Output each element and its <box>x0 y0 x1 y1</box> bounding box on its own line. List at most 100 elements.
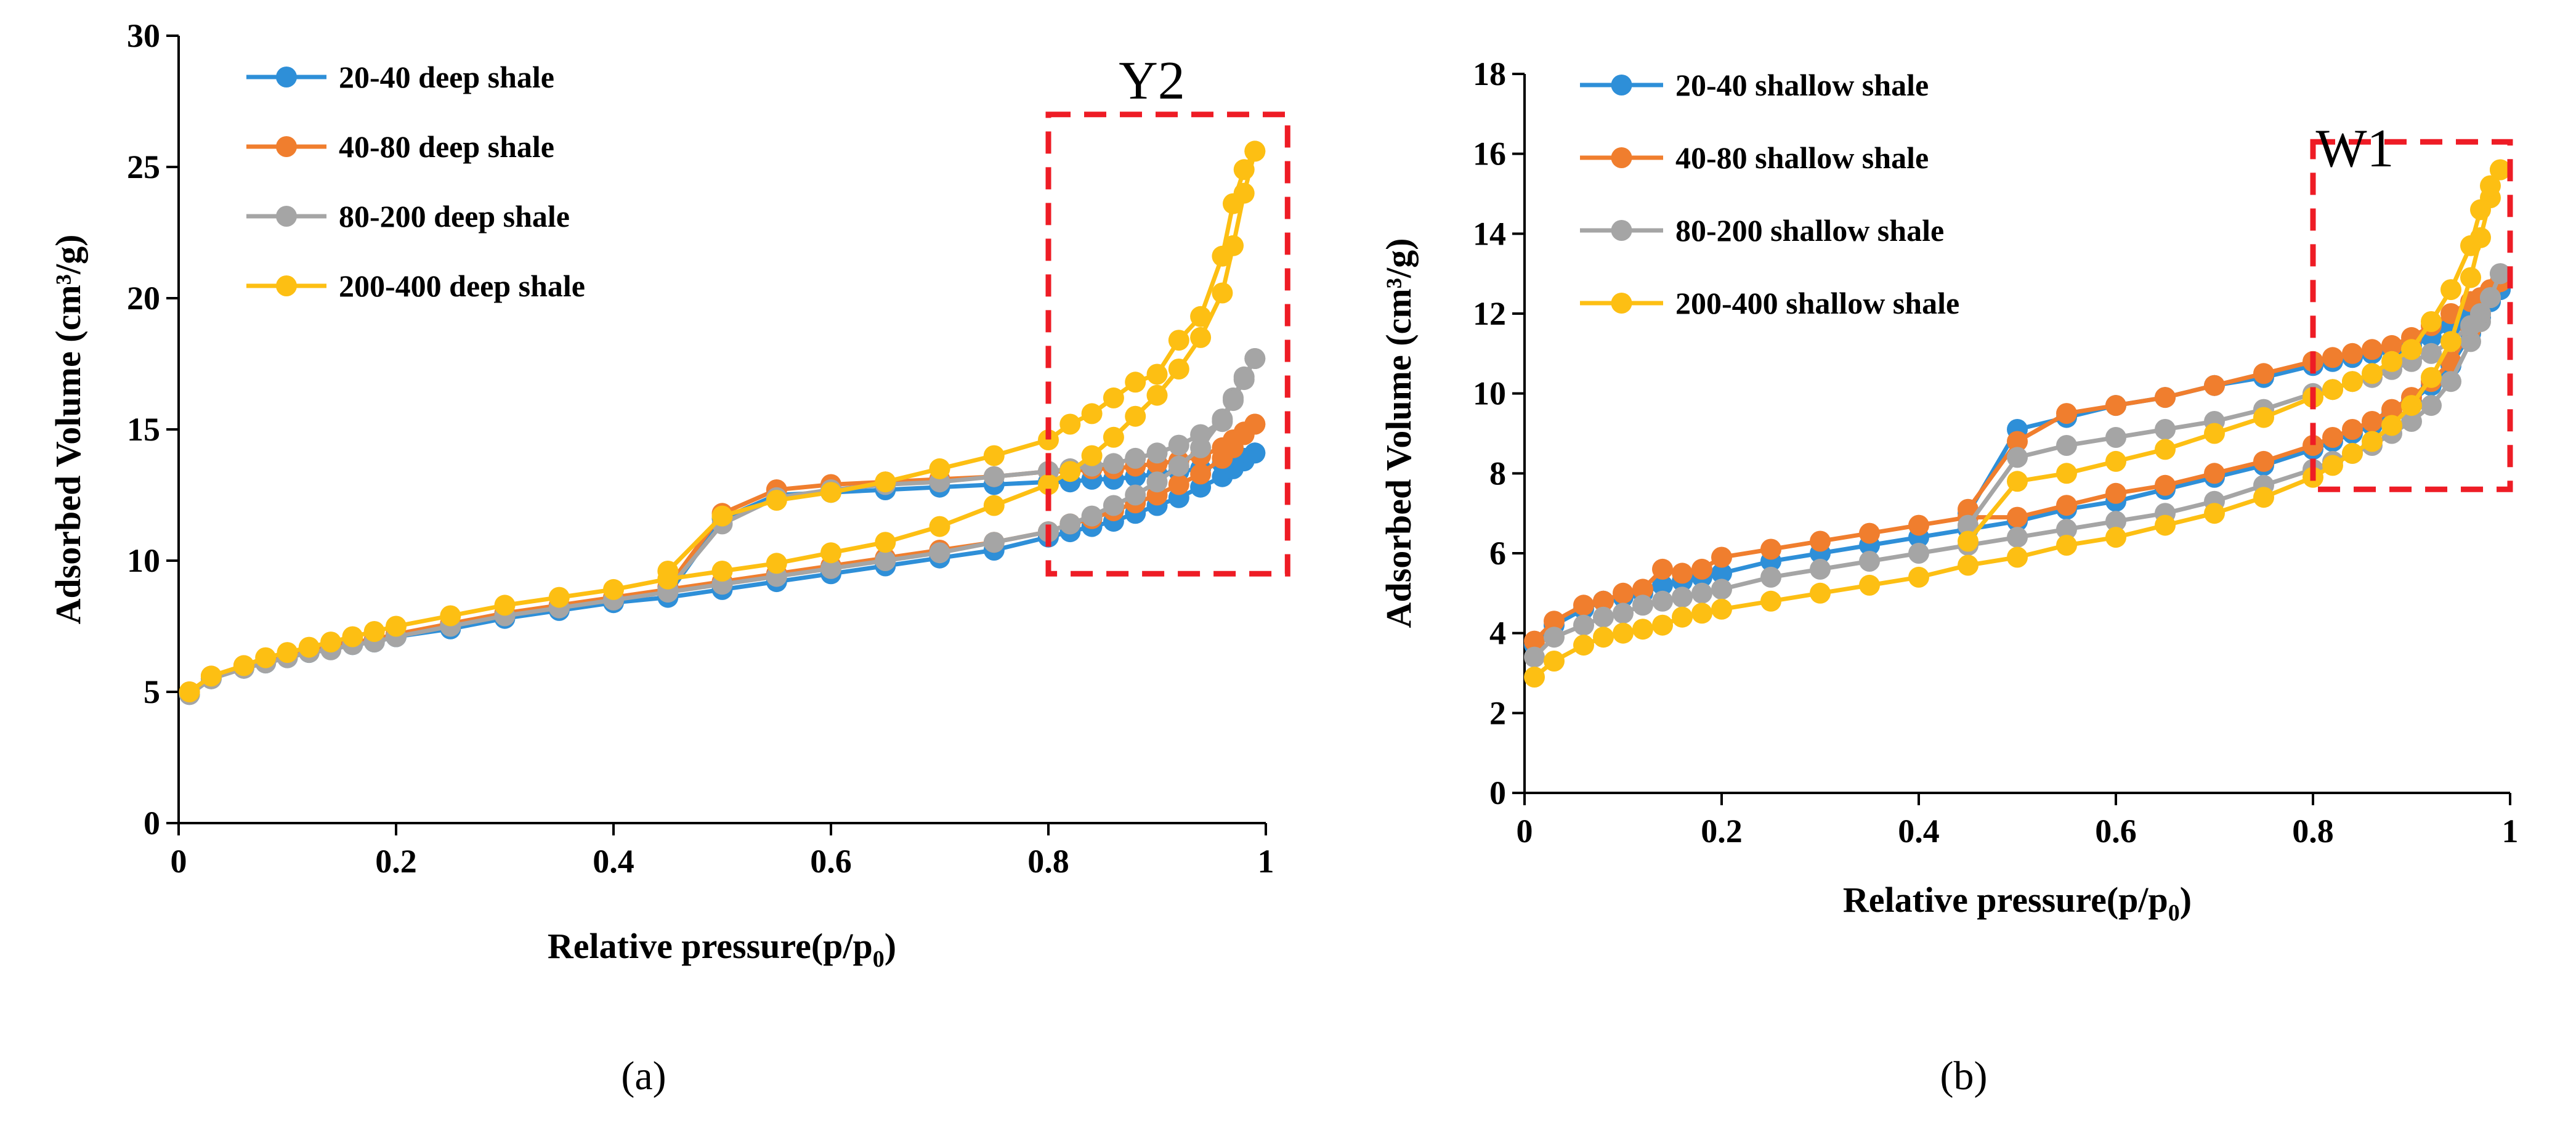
panel-a-series-4-desorption-point <box>711 505 733 527</box>
panel-b-series-3-desorption-point <box>2460 315 2481 336</box>
panel-b-series-3-adsorption-point <box>1524 646 1545 668</box>
panel-b-series-4-adsorption-point <box>2322 455 2343 476</box>
panel-b-y-axis-label: Adsorbed Volume (cm³/g) <box>1379 238 1419 628</box>
panel-a-series-4-adsorption-point <box>711 561 733 582</box>
panel-b-series-4-adsorption-point <box>2401 395 2422 416</box>
panel-b-series-3-desorption-point <box>1958 514 1979 536</box>
panel-b-series-4-adsorption-point <box>1632 619 1653 640</box>
panel-b-series-2-adsorption-point <box>2204 463 2225 484</box>
panel-a-series-4-adsorption-point <box>342 626 363 648</box>
panel-a-series-4-desorption-point <box>1244 140 1266 162</box>
panel-b-series-2-desorption-point <box>2253 363 2274 384</box>
panel-b-series-3-adsorption-point <box>2007 527 2028 548</box>
panel-b-series-4-desorption-line <box>1966 168 2502 543</box>
panel-a-series-3-adsorption-point <box>1168 455 1189 477</box>
panel-b-series-4-adsorption-point <box>2362 431 2383 452</box>
panel-a-series-4-adsorption-point <box>1146 384 1168 406</box>
panel-b-series-3-desorption-point <box>2155 419 2176 440</box>
panel-b-series-2-adsorption-point <box>1859 522 1880 544</box>
panel-b-series-4-desorption-point <box>2155 439 2176 460</box>
panel-b-series-3-adsorption-point <box>1760 566 1781 588</box>
panel-b-legend-marker-3 <box>1611 220 1632 241</box>
panel-b-x-tick-label: 0.2 <box>1701 813 1743 850</box>
panel-b-legend-marker-2 <box>1611 147 1632 168</box>
panel-b-highlight-box <box>2310 139 2513 492</box>
panel-b-x-tick-label: 0.6 <box>2095 813 2137 850</box>
panel-b-series-3-adsorption-point <box>1613 603 1634 624</box>
panel-a-y-tick-label: 10 <box>127 542 160 579</box>
panel-b-series-2-desorption-point <box>2155 387 2176 408</box>
panel-b-series-2-desorption-point <box>2204 375 2225 396</box>
panel-a-series-4-desorption-point <box>1190 306 1212 327</box>
panel-a-y-tick-label: 30 <box>127 17 160 54</box>
panel-a-series-4-adsorption-point <box>1168 359 1189 380</box>
panel-b-series-3-desorption-point <box>2490 263 2511 285</box>
panel-a-series-4-adsorption-point <box>983 495 1005 516</box>
panel-a-series-3-desorption-point <box>983 466 1005 487</box>
panel-b-x-axis-label: Relative pressure(p/p0) <box>1843 880 2192 926</box>
panel-a-legend-marker-4 <box>276 275 297 296</box>
panel-a-series-4-adsorption-point <box>766 553 787 574</box>
panel-a-x-tick-label: 0.6 <box>810 843 852 880</box>
panel-a-x-axis-label-main: Relative pressure(p/p <box>548 926 873 966</box>
panel-a-axes: 0 5 10 15 20 25 30 0 0.2 0.4 0.6 0.8 1 <box>127 17 1274 880</box>
panel-a-series-4-adsorption-point <box>440 605 461 627</box>
panel-b-series-2-desorption-point <box>2056 403 2077 424</box>
panel-b-series-4-desorption-point <box>2490 159 2511 181</box>
panel-b-x-axis-label-sub: 0 <box>2168 900 2180 926</box>
panel-a-series <box>179 140 1266 705</box>
panel-a-series-4-adsorption-point <box>363 621 385 642</box>
panel-b-series-4-adsorption-point <box>2342 442 2363 464</box>
panel-a-series-3-desorption-point <box>1223 390 1244 412</box>
panel-b-series-4-desorption-point <box>1958 530 1979 552</box>
panel-a-series-2-desorption-point <box>1212 437 1233 458</box>
panel-b-series-2-adsorption-point <box>1672 562 1693 584</box>
panel-b-series-4-adsorption-point <box>1958 554 1979 576</box>
panel-b-series-2-adsorption-point <box>2253 450 2274 472</box>
panel-b-series-2-adsorption-point <box>1613 582 1634 604</box>
panel-a-series-3-adsorption-point <box>875 550 896 571</box>
panel-b-series-2-adsorption-point <box>2303 435 2323 456</box>
panel-b-y-tick-label: 18 <box>1473 55 1506 92</box>
panel-b-y-tick-label: 12 <box>1473 295 1506 332</box>
panel-a-series-3-adsorption-point <box>1125 484 1146 506</box>
panel-b-label: (b) <box>1940 1054 1988 1098</box>
panel-a-series-4-adsorption-point <box>200 665 222 687</box>
panel-b-series-4-desorption-point <box>2470 199 2491 221</box>
panel-a-series-4-adsorption-point <box>1103 426 1124 448</box>
panel-a-series-4-adsorption-point <box>179 681 200 702</box>
panel-b-series-4-desorption-point <box>2362 363 2383 384</box>
panel-b-series-2-desorption-point <box>2362 339 2383 360</box>
panel-a-series-4-desorption-point <box>1125 372 1146 393</box>
panel-a-series-3-desorption-point <box>1125 447 1146 469</box>
panel-b-series-4-adsorption-point <box>2155 514 2176 536</box>
panel-b-series-2-desorption-point <box>2381 335 2402 356</box>
panel-a-series-3-desorption-point <box>1103 453 1124 474</box>
panel-a-legend-marker-3 <box>276 206 297 227</box>
panel-b-x-tick-label: 0 <box>1517 813 1533 850</box>
panel-b-series-2-adsorption-point <box>2362 411 2383 432</box>
panel-b-series-4-desorption-point <box>2105 450 2126 472</box>
panel-b-series-3-adsorption-point <box>1691 582 1712 604</box>
panel-a-series-3-desorption-point <box>1190 424 1212 445</box>
panel-a-series-4-desorption-point <box>1103 387 1124 408</box>
panel-b-series-4-adsorption-point <box>2421 367 2442 388</box>
panel-b-series-4-desorption-point <box>2253 407 2274 428</box>
panel-b-series-2-adsorption-point <box>1760 538 1781 560</box>
panel-a-series-4-adsorption-point <box>494 595 516 616</box>
panel-b-series-4-desorption-point <box>2440 279 2461 301</box>
panel-a-legend-marker-1 <box>276 67 297 87</box>
panel-b-series-2-adsorption-point <box>1711 546 1732 568</box>
panel-b-series-4-adsorption-point <box>2381 415 2402 436</box>
panel-a-x-tick-label: 0.8 <box>1027 843 1069 880</box>
panel-a-x-tick-label: 1 <box>1258 843 1274 880</box>
panel-a-x-axis-label-sub: 0 <box>873 946 885 972</box>
panel-b-series-3-adsorption-point <box>1544 627 1565 648</box>
panel-b-legend-label-4: 200-400 shallow shale <box>1675 286 1959 320</box>
panel-b-series-4-adsorption-point <box>1711 598 1732 620</box>
panel-b-y-tick-label: 4 <box>1489 615 1506 652</box>
panel-a-series-3-adsorption-point <box>1146 471 1168 493</box>
panel-a-series-4-adsorption-point <box>298 636 320 658</box>
panel-a-series-4-desorption-point <box>1168 330 1189 351</box>
panel-a-series-4-adsorption-point <box>1125 405 1146 427</box>
